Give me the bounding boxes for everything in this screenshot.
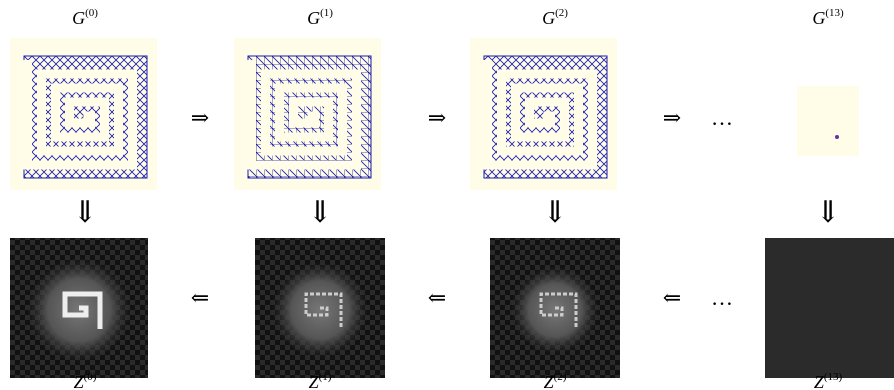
label-superscript: (2) xyxy=(555,7,568,19)
latent-map xyxy=(765,238,894,378)
label-base: G xyxy=(307,8,320,28)
down-arrow: ⇓ xyxy=(542,196,567,229)
panel-label: Z(0) xyxy=(74,371,97,390)
down-arrow: ⇓ xyxy=(307,196,332,229)
ellipsis: … xyxy=(711,285,733,310)
label-base: G xyxy=(542,8,555,28)
panel-label: G(1) xyxy=(307,7,333,29)
panel-background xyxy=(797,86,859,156)
label-superscript: (0) xyxy=(85,7,98,19)
panel-label: Z(2) xyxy=(544,371,567,390)
down-arrow: ⇓ xyxy=(72,196,97,229)
node xyxy=(835,135,839,139)
left-arrow: ⇐ xyxy=(191,285,209,310)
label-base: G xyxy=(812,8,825,28)
panel-label: Z(1) xyxy=(309,371,332,390)
latent-glow xyxy=(511,266,599,354)
ellipsis: … xyxy=(711,105,733,130)
down-arrow: ⇓ xyxy=(815,196,840,229)
panel-label: Z(13) xyxy=(814,371,843,390)
label-superscript: (0) xyxy=(84,371,97,383)
label-superscript: (1) xyxy=(319,371,332,383)
label-superscript: (13) xyxy=(824,371,843,383)
label-superscript: (1) xyxy=(320,7,333,19)
label-superscript: (13) xyxy=(825,7,844,19)
latent-glow xyxy=(272,262,368,358)
right-arrow: ⇒ xyxy=(428,105,446,130)
panels xyxy=(10,38,894,378)
right-arrow: ⇒ xyxy=(663,105,681,130)
panel-label: G(0) xyxy=(72,7,98,29)
panel-label: G(13) xyxy=(812,7,844,29)
label-base: G xyxy=(72,8,85,28)
right-arrow: ⇒ xyxy=(191,105,209,130)
panel-label: G(2) xyxy=(542,7,568,29)
left-arrow: ⇐ xyxy=(428,285,446,310)
figure: G(0)G(1)G(2)G(13)Z(0)Z(1)Z(2)Z(13)⇒⇒⇒⇐⇐⇐… xyxy=(0,0,894,390)
label-superscript: (2) xyxy=(554,371,567,383)
left-arrow: ⇐ xyxy=(663,285,681,310)
